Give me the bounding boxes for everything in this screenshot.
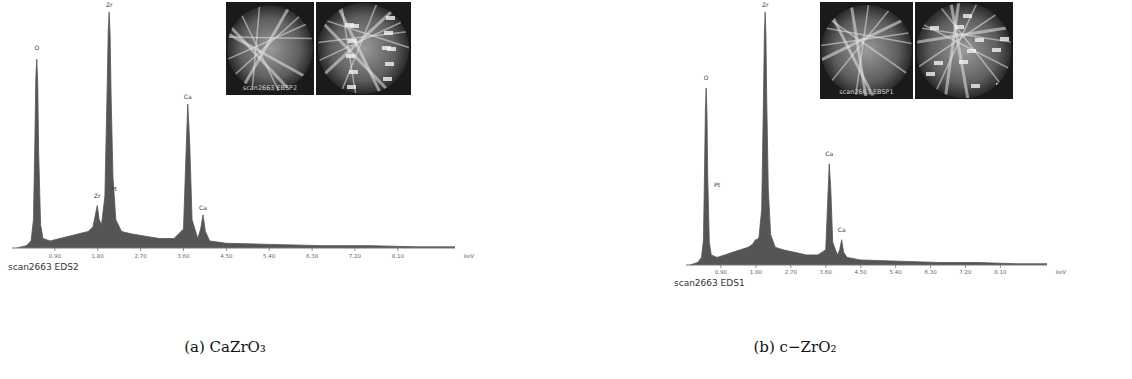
peak-label: O xyxy=(34,44,39,51)
ebsd-label: scan2663 EBSP1 xyxy=(839,88,893,96)
x-tick xyxy=(97,248,98,251)
peak-label: Ca xyxy=(825,150,833,157)
x-tick-label: 2.70 xyxy=(134,253,147,259)
spectrum-panel: 0.90 1.80 2.70 3.60 4.50 5.40 6.30 7.20 8.10 keV O… xyxy=(674,1,1066,356)
peak-label: Zr xyxy=(106,1,113,8)
peak-label: O xyxy=(704,74,709,81)
x-tick-label: 8.10 xyxy=(392,253,405,259)
caption: (a) CaZrO₃ xyxy=(184,338,266,356)
x-tick-label: 8.10 xyxy=(994,269,1007,275)
x-tick-label: 3.60 xyxy=(177,253,190,259)
background xyxy=(0,0,1132,379)
x-tick-label: 4.50 xyxy=(220,253,233,259)
x-axis-label: keV xyxy=(464,253,474,259)
x-tick-label: 1.80 xyxy=(750,269,763,275)
x-tick-label: 6.30 xyxy=(924,269,937,275)
caption: (b) c−ZrO₂ xyxy=(754,338,837,356)
spectrum-panel: 0.90 1.80 2.70 3.60 4.50 5.40 6.30 7.20 8.10 keV O… xyxy=(8,1,474,356)
x-tick-label: 1.80 xyxy=(92,253,105,259)
x-tick xyxy=(965,265,966,268)
peak-label: Ca xyxy=(199,204,207,211)
peak-label: Pt xyxy=(111,185,118,192)
ebsd-label: scan2663 EBSP2 xyxy=(243,84,297,92)
x-tick-label: 5.40 xyxy=(263,253,276,259)
x-tick-label: 6.30 xyxy=(306,253,319,259)
x-tick xyxy=(397,248,398,251)
x-tick xyxy=(930,265,931,268)
x-tick-label: 0.90 xyxy=(715,269,728,275)
x-tick-label: 0.90 xyxy=(49,253,62,259)
x-tick xyxy=(825,265,826,268)
x-tick xyxy=(140,248,141,251)
spectrum-footer: scan2663 EDS1 xyxy=(674,278,745,288)
x-tick xyxy=(720,265,721,268)
x-tick xyxy=(269,248,270,251)
x-tick xyxy=(895,265,896,268)
x-tick-label: 7.20 xyxy=(349,253,362,259)
ebsd-pattern xyxy=(269,0,451,145)
x-axis xyxy=(686,265,1047,266)
x-tick xyxy=(755,265,756,268)
x-tick xyxy=(790,265,791,268)
x-axis-label: keV xyxy=(1056,269,1066,275)
x-tick xyxy=(226,248,227,251)
x-tick-label: 2.70 xyxy=(785,269,798,275)
figure: 0.90 1.80 2.70 3.60 4.50 5.40 6.30 7.20 8.10 keV O… xyxy=(0,0,1132,379)
x-tick xyxy=(312,248,313,251)
ebsd-pattern xyxy=(863,0,1056,146)
spectrum-footer: scan2663 EDS2 xyxy=(8,262,79,272)
x-tick-label: 3.60 xyxy=(820,269,833,275)
x-tick-label: 4.50 xyxy=(855,269,868,275)
peak-label: Ca xyxy=(838,226,846,233)
x-axis xyxy=(12,248,455,249)
x-tick-label: 5.40 xyxy=(889,269,902,275)
peak-label: Zr xyxy=(94,192,101,199)
x-tick xyxy=(860,265,861,268)
peak-label: Ca xyxy=(184,93,192,100)
x-tick xyxy=(54,248,55,251)
peak-label: Zr xyxy=(762,1,769,8)
peak-label: Pt xyxy=(714,181,721,188)
x-tick xyxy=(354,248,355,251)
x-tick xyxy=(183,248,184,251)
x-tick-label: 7.20 xyxy=(959,269,972,275)
x-tick xyxy=(1000,265,1001,268)
